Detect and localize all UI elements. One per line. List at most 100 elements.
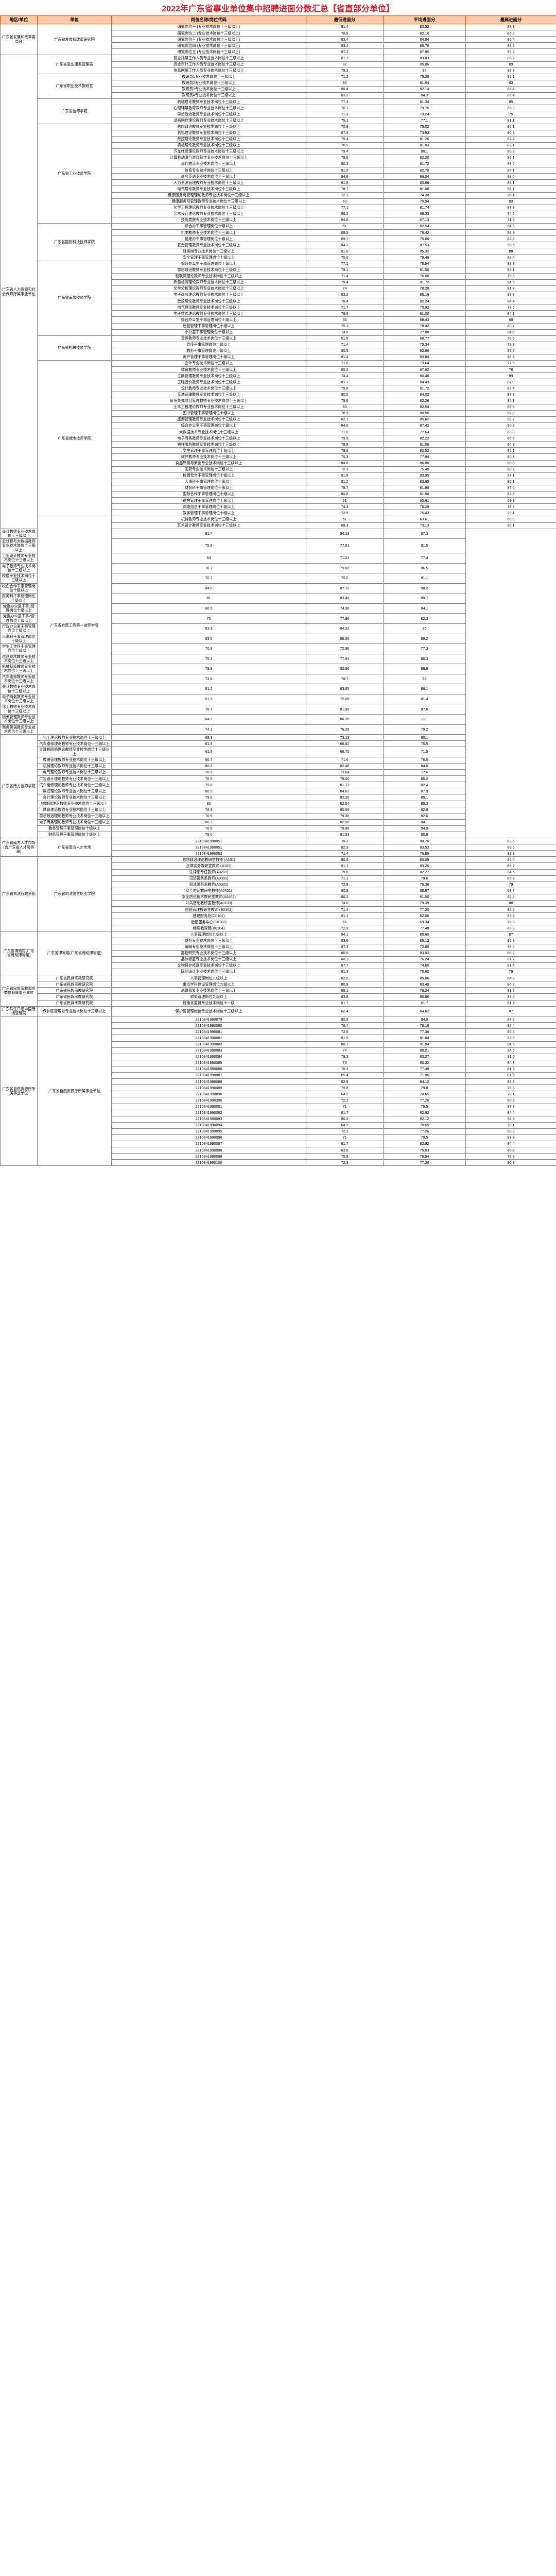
cell-score-max: 88.6 — [465, 42, 556, 49]
cell-score-min: 74.3 — [111, 724, 306, 735]
cell-score-avg: 75.40 — [383, 466, 466, 473]
cell-post-name: 化工教师专业技术岗位十三级以上 — [0, 704, 38, 715]
cell-score-min: 80.5 — [111, 788, 306, 795]
cell-score-min: 81.1 — [306, 862, 384, 870]
cell-post-name: 计算机网络理论教师专业技术岗位十三级以上 — [37, 747, 112, 757]
cell-score-min: 80.8 — [306, 1016, 384, 1023]
table-row: 广东省司法行政系统 广东省司法警官职业学院 思想政治理论教研室教师 (A101) 80… — [0, 856, 556, 932]
cell-score-avg: 76.85 — [383, 850, 466, 857]
cell-post-name: 文物保护修复专业技术岗位十三级以上 — [111, 962, 306, 970]
cell-score-min: 72.5 — [306, 510, 384, 517]
cell-post-name: 设计教师专业技术岗位十三级以上 — [0, 528, 38, 539]
cell-score-avg: 70.65 — [383, 1091, 466, 1098]
cell-post-name: 信息技术教师专业技术岗位十三级以上 — [0, 653, 38, 665]
cell-score-max: 87.9 — [465, 379, 556, 386]
cell-post-name: 数控理论教师专业技术岗位十三级以上 — [37, 788, 112, 795]
cell-score-min: 80.4 — [306, 86, 384, 93]
table-row: 安全管理干事管理岗位十级以上 75.6 79.46 83.4 — [1, 254, 556, 261]
cell-post-name: 汽车维修理论教师专业技术岗位十三级以上 — [37, 782, 112, 789]
cell-score-min: 79.8 — [306, 385, 384, 392]
cell-score-avg: 77.26 — [383, 1128, 466, 1135]
cell-post-name: 会计专业技术岗位十三级以上 — [111, 360, 306, 367]
cell-score-avg: 75.66 — [383, 235, 466, 243]
table-row: 广东省南方技师学院 化工理论教师专业技术岗位十三级以上 69.3 73.13 80.1 — [0, 734, 556, 839]
cell-unit: 广东省发展和改革研究院 — [37, 23, 112, 56]
cell-score-max: 80.9 — [465, 1159, 556, 1166]
score-summary-table: 地区/单位 单位 岗位名称/岗位代码 最低进面分 平均进面分 最高进面分 广东省… — [0, 15, 556, 1166]
cell-region: 广东省自然资源厅所属事业单位 — [0, 1016, 38, 1166]
cell-score-max: 78.1 — [465, 1122, 556, 1129]
cell-score-max: 87.3 — [383, 528, 466, 539]
cell-score-max: 82.6 — [465, 838, 556, 845]
cell-unit: 广东省民族宗教研究院 — [37, 975, 112, 982]
cell-post-name: 2210841990099 — [111, 1153, 306, 1160]
cell-post-name: 2210841990093 — [111, 1115, 306, 1123]
table-row: 2210841990083 77 80.21 84.5 — [1, 1047, 556, 1054]
cell-score-avg: 81.90 — [383, 491, 466, 498]
cell-score-min: 80.5 — [306, 347, 384, 354]
cell-score-max: 86.1 — [383, 684, 466, 694]
cell-post-name: 质量检测理论教师专业技术岗位十三级以上 — [111, 279, 306, 286]
cell-post-name: 人事科干事管理岗位十级以上 — [111, 478, 306, 485]
table-row: 2210841990098 63.8 75.03 86.8 — [1, 1147, 556, 1154]
cell-post-name: 思想政治理论教师专业技术岗位十三级以上 — [37, 812, 112, 820]
cell-score-avg: 73.64 — [306, 769, 384, 776]
column-header-post: 岗位名称/岗位代码 — [111, 15, 306, 24]
cell-score-min: 76.8 — [111, 825, 306, 833]
cell-score-max: 87.7 — [465, 347, 556, 354]
cell-score-avg: 65.67 — [383, 887, 466, 894]
table-row: 广东省民族宗教研究院 财务管理岗位九级以上 83.8 85.66 87.4 — [1, 993, 556, 1001]
cell-score-min: 71.2 — [306, 73, 384, 80]
cell-score-avg: 85.60 — [383, 931, 466, 938]
table-row: 广东省国防科技技师学院 综合办干事管理岗位十级以上 81 82.54 84.8 — [1, 223, 556, 261]
cell-post-name: 安全防范教研室教师(A0401) — [111, 887, 306, 894]
cell-unit: 广东省司法警官职业学院 — [37, 856, 112, 932]
cell-score-min: 70.8 — [111, 643, 306, 654]
table-row: 基建办干事管理岗位十级以上 69.7 75.66 82.3 — [1, 235, 556, 243]
cell-score-avg: 84.3 — [383, 92, 466, 99]
cell-post-name: 设计教师专业技术岗位十三级以上 — [111, 385, 306, 392]
cell-score-min: 78.8 — [306, 441, 384, 448]
cell-post-name: 资产管理干事管理岗位十级以上 — [111, 353, 306, 361]
table-row: 汽车维修理论教师专业技术岗位十三级以上 61.9 66.82 75.5 — [1, 740, 556, 748]
cell-post-name: 土木工程理论教师专业技术岗位十三级以上 — [111, 403, 306, 411]
cell-post-name: 健康服务与管理理论教师专业技术岗位十三级以上 — [111, 192, 306, 199]
cell-post-name: 教研员4专业技术岗位十三级以上 — [111, 92, 306, 99]
cell-score-max: 83.5 — [465, 161, 556, 168]
cell-score-max: 87.3 — [465, 1134, 556, 1142]
cell-post-name: 机械制造教师专业技术岗位十三级以上 — [0, 664, 38, 674]
cell-score-min: 71.4 — [306, 906, 384, 913]
cell-score-avg: 81.72 — [383, 279, 466, 286]
cell-score-avg: 70.94 — [383, 198, 466, 205]
cell-score-avg: 77.94 — [306, 653, 384, 665]
cell-post-name: 2210841990080 — [111, 1022, 306, 1029]
cell-score-max: 84.8 — [465, 975, 556, 982]
cell-score-min: 75 — [111, 613, 306, 624]
cell-score-max: 85.3 — [465, 403, 556, 411]
cell-score-max: 78.1 — [465, 1091, 556, 1098]
cell-post-name: 法律系专任教师(A0201) — [111, 869, 306, 876]
cell-score-avg: 84.84 — [383, 36, 466, 43]
table-row: 广东省南粤技师学院 综合办公室干事管理岗位十级以上 77.1 79.94 82.9 — [1, 260, 556, 336]
cell-post-name: 重点学科建设管理岗位九级以上 — [111, 981, 306, 988]
cell-score-max: 84.5 — [465, 1041, 556, 1048]
table-row: 2210841990087 65.4 71.06 81.5 — [1, 1072, 556, 1079]
cell-score-avg: 73.64 — [383, 360, 466, 367]
cell-score-max: 79.2 — [383, 724, 466, 735]
cell-score-min: 80.9 — [306, 981, 384, 988]
cell-score-max: 84.4 — [465, 1141, 556, 1148]
table-row: 福祥服务教师专业技术岗位十三级以上 78.8 81.06 84.9 — [1, 441, 556, 448]
cell-post-name: 2210841990094 — [111, 1122, 306, 1129]
cell-score-min: 81.4 — [111, 528, 306, 539]
cell-score-avg: 82.52 — [383, 447, 466, 454]
cell-score-min: 79.8 — [306, 1084, 384, 1092]
cell-score-max: 84.1 — [383, 819, 466, 826]
cell-score-min: 87.2 — [306, 48, 384, 56]
cell-score-avg: 77.1 — [383, 117, 466, 124]
cell-score-min: 79.6 — [306, 397, 384, 404]
cell-score-avg: 83.03 — [383, 55, 466, 62]
cell-score-min: 64 — [111, 553, 306, 564]
cell-score-min: 62 — [306, 198, 384, 205]
cell-score-min: 80 — [111, 800, 306, 807]
table-row: 基金管理教师专业技术岗位十三级以上 84.3 87.53 90.5 — [1, 242, 556, 249]
